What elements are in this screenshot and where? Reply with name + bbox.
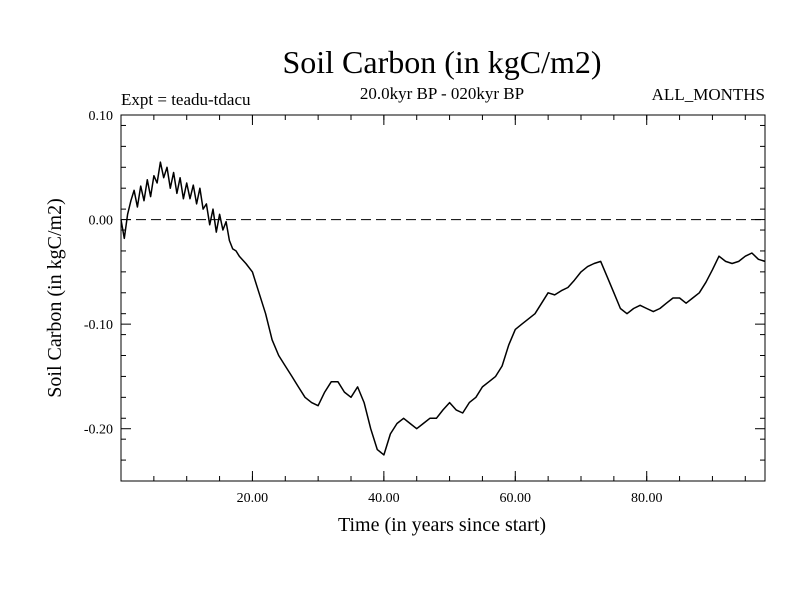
- x-tick-label: 20.00: [237, 491, 269, 506]
- series-line-soil-carbon: [120, 161, 766, 456]
- time-range-label: 20.0kyr BP - 020kyr BP: [360, 84, 524, 103]
- y-tick-label: -0.20: [84, 423, 113, 438]
- tick-group: [121, 114, 765, 482]
- tick-label-group: 0.10 0.00 -0.10 -0.20 20.00 40.00 60.00 80.00: [84, 109, 663, 506]
- plot-frame: [120, 114, 766, 482]
- x-axis-label: Time (in years since start): [338, 514, 546, 536]
- chart-title: Soil Carbon (in kgC/m2): [282, 44, 601, 80]
- months-label: ALL_MONTHS: [652, 85, 765, 104]
- y-tick-label: 0.00: [89, 214, 114, 229]
- expt-label: Expt = teadu-tdacu: [121, 90, 251, 109]
- y-axis-label: Soil Carbon (in kgC/m2): [44, 198, 66, 397]
- x-tick-label: 60.00: [500, 491, 532, 506]
- x-tick-label: 80.00: [631, 491, 663, 506]
- y-tick-label: -0.10: [84, 318, 113, 333]
- y-tick-label: 0.10: [89, 109, 114, 124]
- x-tick-label: 40.00: [368, 491, 400, 506]
